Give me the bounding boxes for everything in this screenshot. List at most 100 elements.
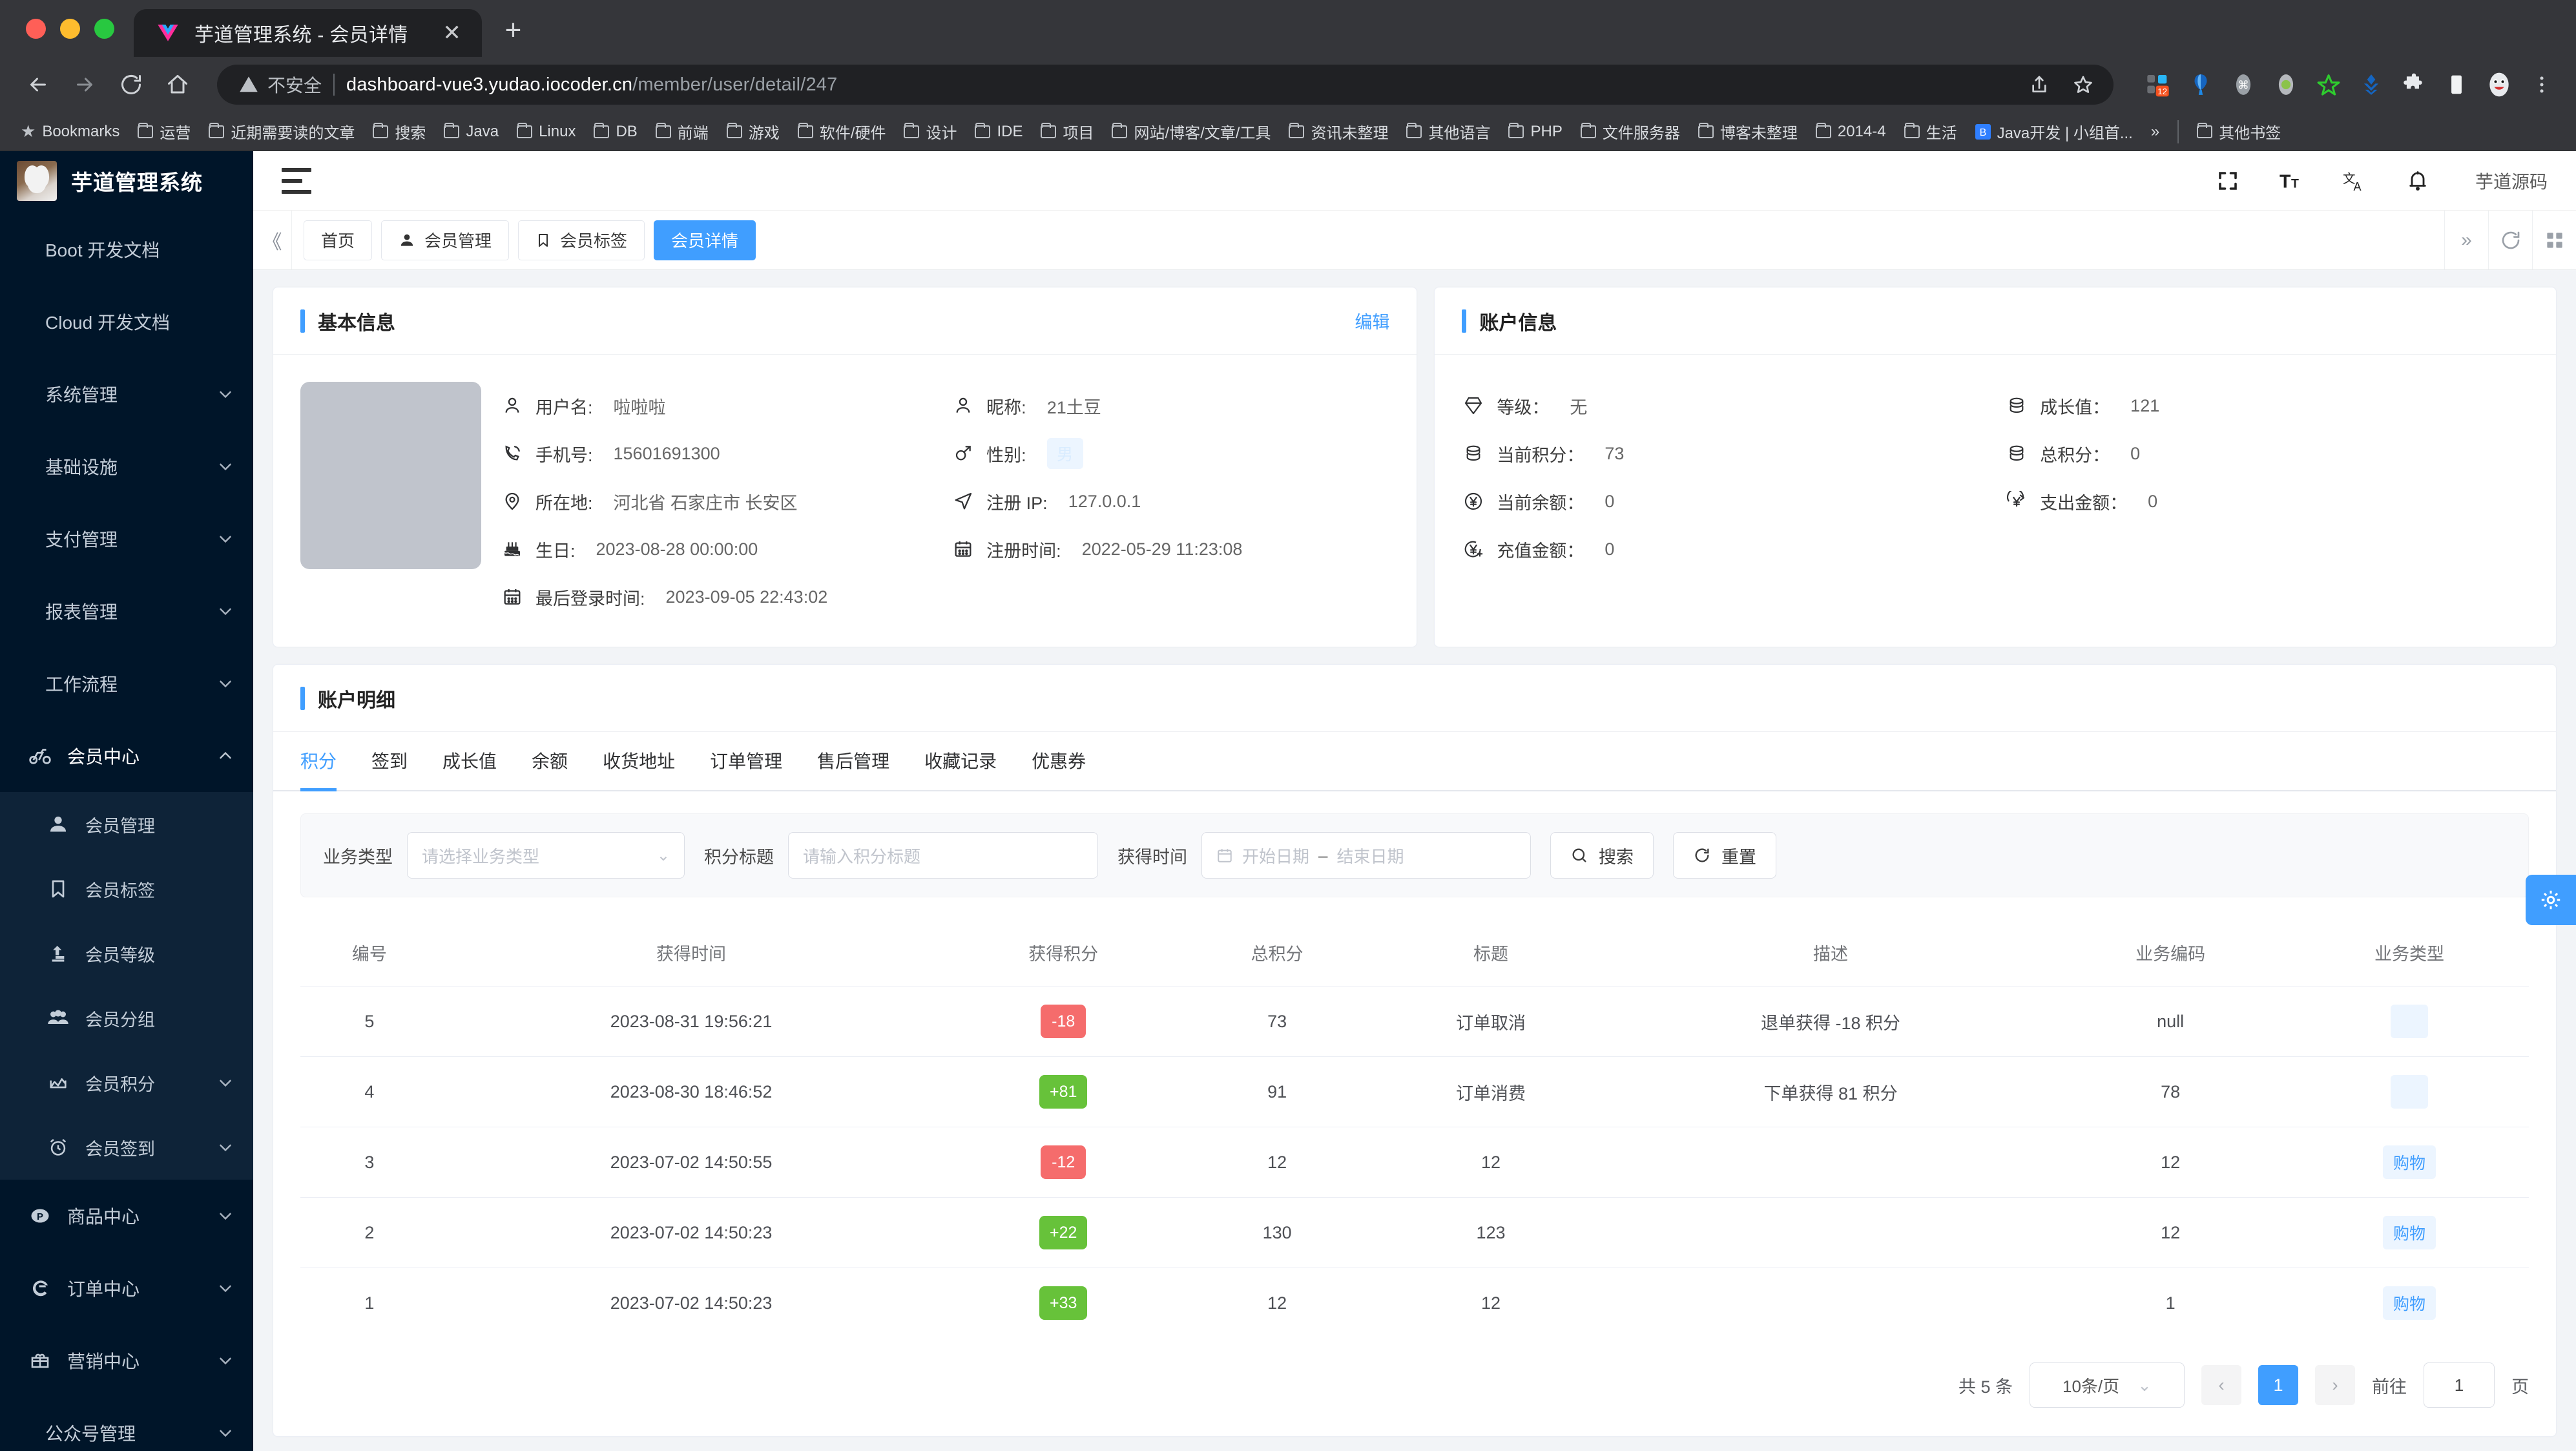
maximize-window-button[interactable] <box>94 18 114 39</box>
table-row[interactable]: 5 2023-08-31 19:56:21 -18 73 订单取消 退单获得 -18 积分… <box>300 986 2529 1057</box>
nav-tab-2[interactable]: 会员标签 <box>518 220 645 260</box>
reset-button[interactable]: 重置 <box>1673 832 1776 879</box>
edit-button[interactable]: 编辑 <box>1355 313 1390 332</box>
page-size-select[interactable]: 10条/页 ⌄ <box>2030 1362 2185 1408</box>
detail-tab-1[interactable]: 签到 <box>371 751 408 771</box>
tabs-more-button[interactable]: » <box>2444 211 2488 269</box>
table-row[interactable]: 3 2023-07-02 14:50:55 -12 12 12 12 购物 <box>300 1127 2529 1198</box>
bookmark-folder-5[interactable]: DB <box>586 118 645 146</box>
security-warning[interactable]: 不安全 <box>239 72 322 98</box>
nav-tab-0[interactable]: 首页 <box>304 220 373 260</box>
sidebar-item-8[interactable]: 会员管理 <box>0 792 253 857</box>
table-row[interactable]: 2 2023-07-02 14:50:23 +22 130 123 12 购物 <box>300 1197 2529 1268</box>
other-bookmarks-folder[interactable]: 其他书签 <box>2189 118 2289 146</box>
detail-tab-8[interactable]: 优惠券 <box>1032 751 1086 771</box>
bookmark-folder-9[interactable]: 设计 <box>896 118 964 146</box>
settings-gear-icon[interactable] <box>2526 875 2576 925</box>
fullscreen-icon[interactable] <box>2213 166 2243 196</box>
sidebar-item-5[interactable]: 报表管理 <box>0 575 253 647</box>
bookmark-folder-19[interactable]: 生活 <box>1896 118 1965 146</box>
sidebar-item-15[interactable]: 订单中心 <box>0 1252 253 1324</box>
bookmark-folder-3[interactable]: Java <box>436 118 506 146</box>
extension-grid-icon[interactable]: 12 <box>2142 68 2174 101</box>
bookmark-folder-6[interactable]: 前端 <box>648 118 716 146</box>
sidebar-item-16[interactable]: 营销中心 <box>0 1324 253 1397</box>
detail-tab-2[interactable]: 成长值 <box>442 751 497 771</box>
sidebar-item-9[interactable]: 会员标签 <box>0 857 253 921</box>
next-page-button[interactable]: › <box>2315 1365 2355 1405</box>
detail-tab-7[interactable]: 收藏记录 <box>924 751 997 771</box>
sidebar-item-2[interactable]: 系统管理 <box>0 358 253 430</box>
prev-page-button[interactable]: ‹ <box>2201 1365 2241 1405</box>
share-icon[interactable] <box>2019 65 2059 105</box>
search-button[interactable]: 搜索 <box>1550 832 1654 879</box>
browser-tab[interactable]: 芋道管理系统 - 会员详情 ✕ <box>134 9 482 57</box>
address-bar[interactable]: 不安全 dashboard-vue3.yudao.iocoder.cn/memb… <box>217 65 2114 105</box>
bookmark-folder-12[interactable]: 网站/博客/文章/工具 <box>1104 118 1278 146</box>
extension-puzzle-icon[interactable] <box>2398 68 2430 101</box>
detail-tab-0[interactable]: 积分 <box>300 731 354 791</box>
bookmark-folder-7[interactable]: 游戏 <box>719 118 787 146</box>
sidebar-item-3[interactable]: 基础设施 <box>0 430 253 503</box>
extension-balloon-icon[interactable] <box>2185 68 2217 101</box>
sidebar-item-1[interactable]: Cloud 开发文档 <box>0 286 253 358</box>
date-range-picker[interactable]: 开始日期 – 结束日期 <box>1201 832 1531 879</box>
bookmarks-root-item[interactable]: ★ Bookmarks <box>13 118 127 146</box>
refresh-page-button[interactable] <box>2488 211 2532 269</box>
bookmark-link-java[interactable]: B Java开发 | 小组首... <box>1968 118 2141 146</box>
points-title-input[interactable]: 请输入积分标题 <box>788 832 1098 879</box>
biz-type-select[interactable]: 请选择业务类型 ⌄ <box>407 832 685 879</box>
sidebar-item-11[interactable]: 会员分组 <box>0 986 253 1050</box>
chrome-menu-icon[interactable] <box>2526 68 2558 101</box>
new-tab-button[interactable]: + <box>504 14 522 46</box>
extension-green-dot-icon[interactable] <box>2270 68 2302 101</box>
bell-icon[interactable] <box>2403 166 2433 196</box>
tabs-grid-button[interactable] <box>2532 211 2576 269</box>
bookmark-folder-11[interactable]: 项目 <box>1033 118 1101 146</box>
goto-page-input[interactable]: 1 <box>2424 1362 2495 1408</box>
detail-tab-5[interactable]: 订单管理 <box>710 751 783 771</box>
bookmark-folder-4[interactable]: Linux <box>509 118 583 146</box>
bookmark-folder-17[interactable]: 博客未整理 <box>1690 118 1805 146</box>
user-name[interactable]: 芋道源码 <box>2475 171 2548 192</box>
bookmark-folder-2[interactable]: 搜索 <box>365 118 433 146</box>
sidebar-item-0[interactable]: Boot 开发文档 <box>0 213 253 286</box>
page-number-1[interactable]: 1 <box>2258 1365 2298 1405</box>
bookmark-folder-16[interactable]: 文件服务器 <box>1573 118 1688 146</box>
tabs-scroll-left-button[interactable]: 《 <box>253 211 292 269</box>
bookmark-folder-14[interactable]: 其他语言 <box>1398 118 1498 146</box>
table-row[interactable]: 4 2023-08-30 18:46:52 +81 91 订单消费 下单获得 81 积分 7… <box>300 1056 2529 1127</box>
collapse-sidebar-button[interactable] <box>282 167 311 194</box>
bookmark-folder-0[interactable]: 运营 <box>130 118 198 146</box>
extension-star-icon[interactable] <box>2312 68 2345 101</box>
bookmark-star-icon[interactable] <box>2063 65 2103 105</box>
sidebar-item-4[interactable]: 支付管理 <box>0 503 253 575</box>
profile-avatar[interactable] <box>2483 68 2515 101</box>
forward-icon[interactable] <box>65 65 105 105</box>
bookmark-folder-18[interactable]: 2014-4 <box>1808 118 1894 146</box>
bookmark-folder-1[interactable]: 近期需要读的文章 <box>201 118 362 146</box>
home-icon[interactable] <box>158 65 198 105</box>
sidebar-item-7[interactable]: 会员中心 <box>0 720 253 792</box>
bookmark-folder-15[interactable]: PHP <box>1501 118 1570 146</box>
sidebar-item-12[interactable]: 会员积分 <box>0 1050 253 1115</box>
nav-tab-1[interactable]: 会员管理 <box>381 220 510 260</box>
sidebar-item-6[interactable]: 工作流程 <box>0 647 253 720</box>
back-icon[interactable] <box>18 65 58 105</box>
detail-tab-3[interactable]: 余额 <box>532 751 568 771</box>
table-row[interactable]: 1 2023-07-02 14:50:23 +33 12 12 1 购物 <box>300 1268 2529 1338</box>
reload-icon[interactable] <box>111 65 151 105</box>
minimize-window-button[interactable] <box>60 18 80 39</box>
sidebar-item-14[interactable]: P 商品中心 <box>0 1180 253 1252</box>
extension-chevrons-icon[interactable] <box>2355 68 2387 101</box>
detail-tab-6[interactable]: 售后管理 <box>817 751 890 771</box>
bookmarks-overflow-button[interactable]: » <box>2143 118 2167 146</box>
extension-window-icon[interactable] <box>2440 68 2473 101</box>
detail-tab-4[interactable]: 收货地址 <box>603 751 676 771</box>
sidebar-item-17[interactable]: 公众号管理 <box>0 1397 253 1451</box>
bookmark-folder-10[interactable]: IDE <box>967 118 1030 146</box>
extension-command-icon[interactable]: ⌘ <box>2227 68 2259 101</box>
nav-tab-3[interactable]: 会员详情 <box>654 220 756 260</box>
